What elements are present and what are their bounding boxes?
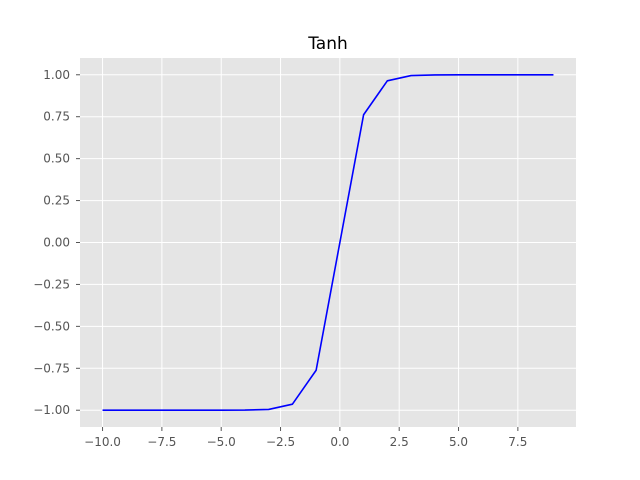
y-tick-label: 0.00	[43, 236, 70, 250]
x-tick-label: −10.0	[84, 435, 121, 449]
y-tick-label: 0.50	[43, 152, 70, 166]
y-tick-label: −0.75	[33, 361, 70, 375]
x-tick-label: −7.5	[147, 435, 176, 449]
series-line	[102, 73, 554, 412]
x-axis-ticks: −10.0 −7.5 −5.0 −2.5 0.0 2.5 5.0 7.5	[84, 427, 527, 449]
x-tick-label: 5.0	[449, 435, 468, 449]
y-tick-label: 0.75	[43, 110, 70, 124]
y-axis-ticks: −1.00 −0.75 −0.50 −0.25 0.00 0.25 0.50 0.75 1.00	[33, 68, 80, 417]
x-tick-label: 7.5	[508, 435, 527, 449]
x-tick-label: −2.5	[266, 435, 295, 449]
x-tick-label: 0.0	[330, 435, 349, 449]
y-tick-label: −0.50	[33, 319, 70, 333]
x-tick-label: 2.5	[390, 435, 409, 449]
y-tick-label: 0.25	[43, 194, 70, 208]
series-layer	[102, 73, 554, 412]
chart-title: Tanh	[307, 34, 348, 54]
y-tick-label: −0.25	[33, 277, 70, 291]
y-tick-label: 1.00	[43, 68, 70, 82]
x-tick-label: −5.0	[207, 435, 236, 449]
y-tick-label: −1.00	[33, 403, 70, 417]
